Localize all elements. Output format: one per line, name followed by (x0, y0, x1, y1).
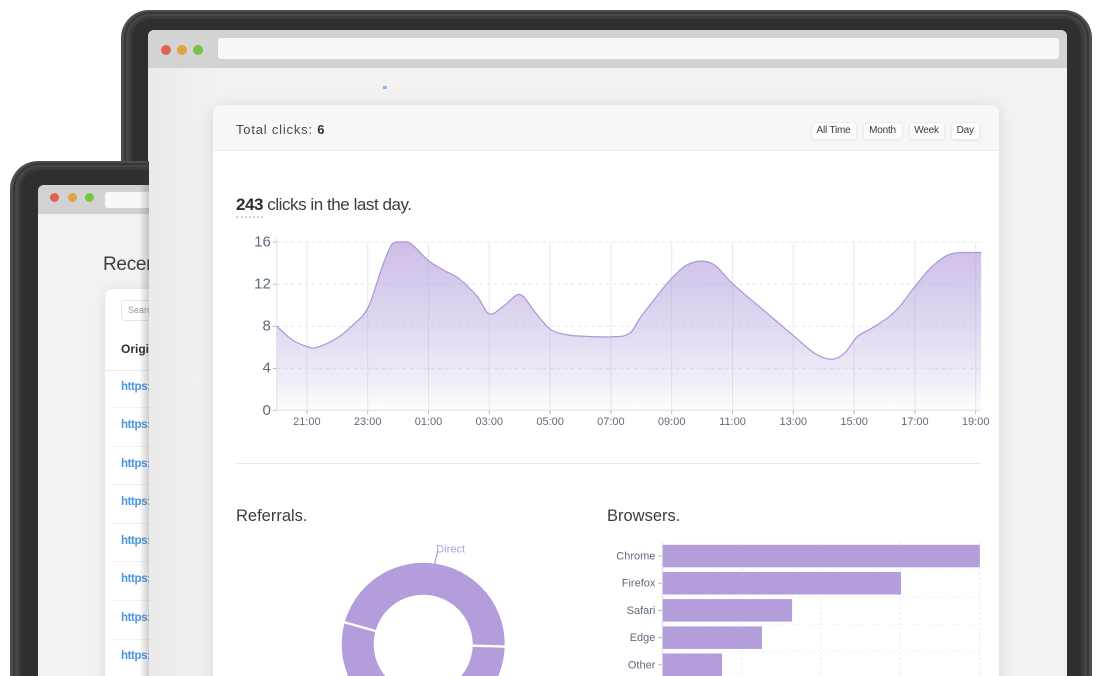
svg-text:21:00: 21:00 (293, 416, 321, 428)
svg-text:16: 16 (254, 233, 271, 250)
svg-text:15:00: 15:00 (840, 416, 868, 428)
svg-text:Direct: Direct (436, 544, 465, 556)
svg-text:11:00: 11:00 (719, 416, 746, 428)
svg-text:23:00: 23:00 (354, 416, 382, 428)
svg-text:07:00: 07:00 (597, 416, 625, 428)
svg-text:Firefox: Firefox (622, 578, 656, 590)
svg-text:09:00: 09:00 (658, 416, 686, 428)
svg-text:Edge: Edge (630, 632, 656, 644)
svg-text:0: 0 (262, 402, 270, 419)
svg-text:03:00: 03:00 (476, 416, 504, 428)
svg-text:12: 12 (254, 276, 271, 293)
svg-text:Chrome: Chrome (616, 551, 655, 563)
svg-text:01:00: 01:00 (415, 416, 443, 428)
svg-text:19:00: 19:00 (962, 416, 990, 428)
svg-text:05:00: 05:00 (536, 416, 564, 428)
svg-text:4: 4 (262, 360, 270, 377)
svg-text:Other: Other (628, 659, 656, 671)
svg-text:8: 8 (262, 318, 270, 335)
svg-text:13:00: 13:00 (780, 416, 808, 428)
svg-text:17:00: 17:00 (901, 416, 929, 428)
svg-text:Safari: Safari (627, 605, 656, 617)
